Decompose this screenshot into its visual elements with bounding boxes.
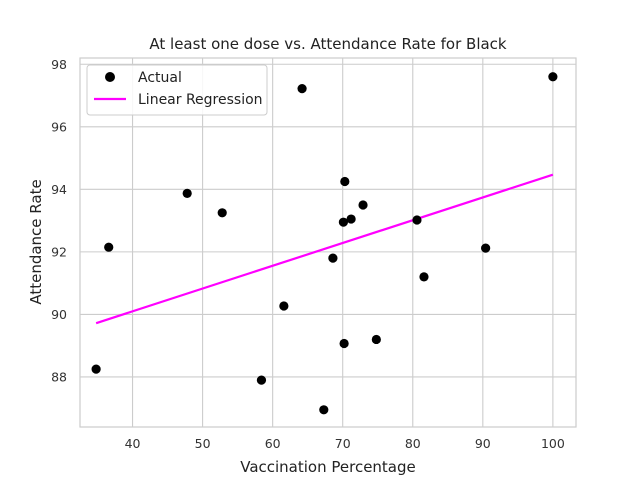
data-point bbox=[182, 188, 192, 199]
legend-marker-actual bbox=[105, 72, 115, 82]
data-point bbox=[297, 84, 307, 94]
y-tick-label: 92 bbox=[51, 244, 67, 259]
data-point bbox=[481, 243, 491, 253]
data-point bbox=[548, 72, 558, 82]
data-point bbox=[371, 334, 381, 345]
x-tick-label: 80 bbox=[405, 436, 421, 451]
legend-label-actual: Actual bbox=[138, 70, 182, 86]
data-point bbox=[279, 301, 289, 311]
y-tick-label: 88 bbox=[51, 369, 67, 384]
plot-area bbox=[80, 58, 576, 427]
gridlines bbox=[80, 58, 576, 427]
x-tick-label: 40 bbox=[125, 436, 141, 451]
y-axis-label: Attendance Rate bbox=[27, 179, 45, 304]
legend-box bbox=[86, 64, 268, 116]
y-tick-label: 96 bbox=[51, 119, 67, 134]
data-point bbox=[328, 253, 338, 263]
data-point bbox=[104, 242, 114, 252]
data-point bbox=[358, 200, 368, 210]
actual-series bbox=[91, 72, 558, 415]
data-point bbox=[256, 375, 267, 385]
data-point bbox=[419, 272, 429, 282]
chart-title: At least one dose vs. Attendance Rate fo… bbox=[149, 35, 507, 53]
data-point bbox=[346, 214, 356, 224]
data-point bbox=[217, 208, 227, 218]
legend: Actual Linear Regression bbox=[86, 64, 268, 116]
data-point bbox=[338, 217, 349, 227]
x-tick-label: 100 bbox=[541, 436, 565, 451]
y-tick-label: 94 bbox=[51, 182, 67, 197]
regression-series bbox=[95, 173, 554, 325]
y-tick-label: 90 bbox=[51, 307, 67, 322]
legend-label-regression: Linear Regression bbox=[138, 92, 263, 108]
x-axis-label: Vaccination Percentage bbox=[240, 458, 416, 476]
x-tick-label: 90 bbox=[475, 436, 491, 451]
x-tick-label: 70 bbox=[335, 436, 351, 451]
y-tick-labels: 88 90 92 94 96 98 bbox=[51, 57, 67, 385]
data-point bbox=[412, 215, 422, 225]
regression-line bbox=[95, 173, 554, 325]
x-tick-label: 60 bbox=[265, 436, 281, 451]
data-point bbox=[319, 405, 329, 415]
data-point bbox=[91, 364, 101, 374]
plot-frame bbox=[79, 57, 577, 428]
x-tick-label: 50 bbox=[195, 436, 211, 451]
data-point bbox=[339, 338, 349, 349]
y-tick-label: 98 bbox=[51, 57, 67, 72]
data-point bbox=[340, 176, 350, 187]
x-tick-labels: 40 50 60 70 80 90 100 bbox=[125, 436, 565, 451]
